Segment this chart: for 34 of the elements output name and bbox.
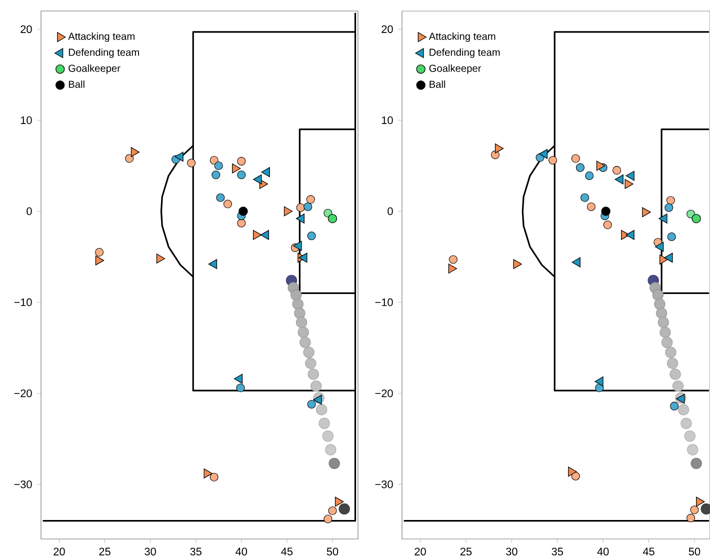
x-tick-label: 50 bbox=[326, 548, 338, 556]
x-tick-label: 45 bbox=[642, 548, 654, 556]
legend-label: Defending team bbox=[68, 48, 139, 58]
y-tick-label: 20 bbox=[382, 25, 393, 34]
x-tick-label: 20 bbox=[54, 548, 65, 556]
x-tick-label: 35 bbox=[552, 548, 563, 556]
x-tick-label: 40 bbox=[236, 548, 248, 556]
y-tick-label: −20 bbox=[14, 389, 32, 398]
x-tick-label: 30 bbox=[506, 548, 518, 556]
y-tick-label: 10 bbox=[382, 116, 393, 124]
legend-label: Ball bbox=[430, 80, 446, 88]
legend-label: Ball bbox=[68, 80, 84, 88]
x-tick-label: 45 bbox=[281, 548, 293, 556]
x-tick-label: 40 bbox=[597, 548, 609, 556]
x-tick-label: 30 bbox=[144, 548, 156, 556]
y-tick-label: 0 bbox=[26, 207, 32, 216]
y-tick-label: 0 bbox=[388, 207, 393, 216]
legend-label: Goalkeeper bbox=[429, 64, 482, 74]
y-tick-label: −10 bbox=[375, 298, 393, 306]
x-tick-label: 25 bbox=[460, 548, 472, 556]
y-tick-label: −30 bbox=[375, 480, 393, 488]
legend-label: Goalkeeper bbox=[68, 64, 120, 74]
x-tick-label: 35 bbox=[190, 548, 202, 556]
y-tick-label: −20 bbox=[375, 389, 393, 398]
y-tick-label: 10 bbox=[20, 116, 32, 124]
x-tick-label: 25 bbox=[99, 548, 110, 556]
legend-label: Defending team bbox=[430, 48, 500, 58]
legend-label: Attacking team bbox=[428, 32, 496, 42]
y-tick-label: −30 bbox=[14, 480, 32, 488]
y-tick-label: 20 bbox=[20, 25, 32, 34]
y-tick-label: −10 bbox=[14, 298, 32, 306]
legend-label: Attacking team bbox=[68, 32, 134, 42]
x-tick-label: 20 bbox=[414, 548, 426, 556]
x-tick-label: 50 bbox=[688, 548, 700, 556]
